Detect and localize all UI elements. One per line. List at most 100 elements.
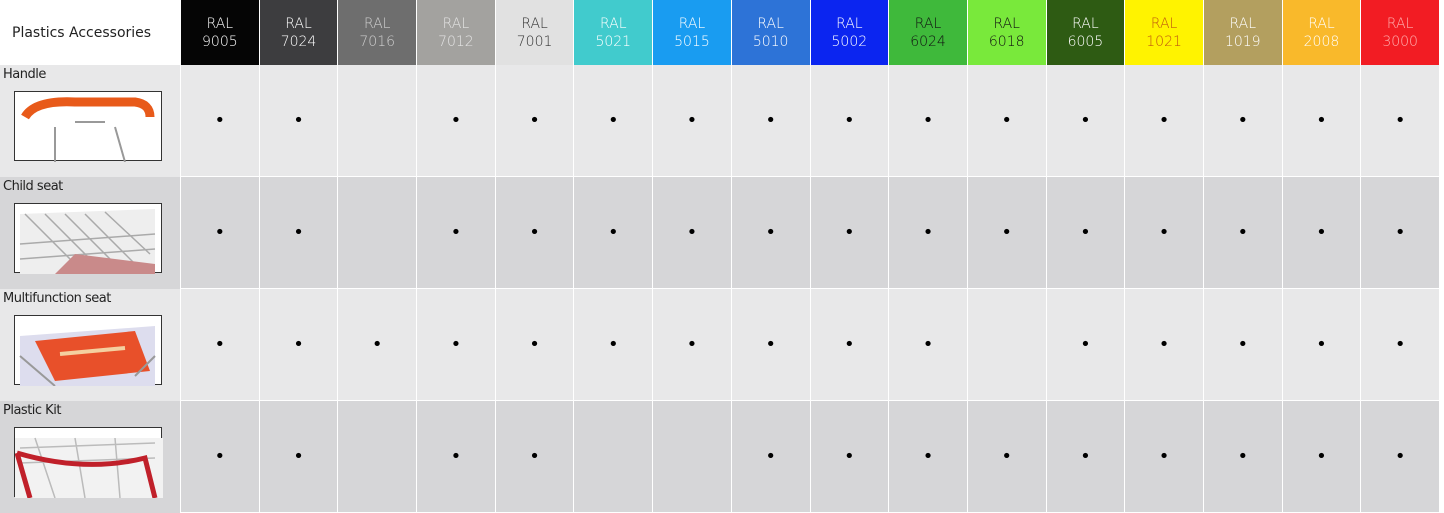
cell (338, 401, 417, 512)
ral-label: RAL (678, 15, 706, 32)
availability-dot: • (1237, 334, 1249, 355)
availability-dot: • (765, 222, 776, 243)
ral-code: 2008 (1303, 33, 1340, 50)
availability-dot: • (1394, 110, 1406, 131)
row-name: Child seat (3, 179, 63, 194)
product-photo (19, 209, 156, 274)
color-header: RAL 6024 (889, 0, 967, 65)
availability-dot: • (1001, 110, 1013, 131)
cell: • (1361, 65, 1439, 176)
ral-label: RAL (206, 15, 234, 32)
cell: • (181, 289, 259, 400)
ral-label: RAL (600, 15, 627, 32)
availability-dot: • (1237, 110, 1249, 131)
product-image (14, 315, 162, 387)
ral-code: 9005 (202, 33, 238, 50)
availability-dot: • (686, 222, 698, 243)
availability-dot: • (1394, 334, 1406, 355)
cell: • (731, 177, 810, 288)
cell (574, 401, 653, 512)
cell: • (181, 65, 259, 176)
availability-dot: • (450, 222, 462, 243)
availability-dot: • (765, 334, 776, 355)
cell: • (417, 177, 495, 288)
availability-dot: • (922, 110, 934, 131)
availability-dot: • (844, 110, 855, 131)
color-header: RAL 2008 (1282, 0, 1361, 65)
availability-dot: • (922, 446, 934, 467)
cell: • (1046, 177, 1125, 288)
cell: • (653, 177, 731, 288)
availability-dot: • (844, 446, 855, 467)
cell (653, 401, 731, 512)
cell: • (1282, 177, 1361, 288)
color-header: RAL 9005 (181, 0, 259, 65)
cell: • (259, 289, 338, 400)
availability-dot: • (1394, 446, 1406, 467)
ral-code: 5021 (595, 33, 632, 50)
ral-code: 6005 (1067, 33, 1104, 50)
cell (967, 289, 1046, 400)
availability-dot: • (607, 110, 619, 131)
cell: • (1361, 401, 1439, 512)
row-name: Multifunction seat (3, 291, 111, 306)
ral-label: RAL (914, 15, 942, 32)
color-header: RAL 5002 (810, 0, 889, 65)
cell: • (1282, 65, 1361, 176)
cell: • (495, 401, 574, 512)
cell: • (495, 65, 574, 176)
availability-dot: • (529, 334, 540, 355)
cell: • (731, 289, 810, 400)
availability-dot: • (293, 110, 304, 131)
cell: • (967, 401, 1046, 512)
availability-dot: • (371, 334, 383, 355)
cell: • (1125, 65, 1203, 176)
cell: • (731, 65, 810, 176)
cell: • (1203, 401, 1282, 512)
ral-label: RAL (757, 15, 784, 32)
cell: • (653, 289, 731, 400)
cell: • (1046, 65, 1125, 176)
row-name: Handle (3, 67, 46, 82)
availability-dot: • (922, 334, 934, 355)
ral-code: 1019 (1224, 33, 1261, 50)
availability-dot: • (450, 110, 462, 131)
ral-label: RAL (1150, 15, 1178, 32)
cell: • (417, 65, 495, 176)
cell: • (1046, 289, 1125, 400)
availability-dot: • (293, 446, 304, 467)
cell: • (181, 401, 259, 512)
ral-label: RAL (1308, 15, 1335, 32)
cell: • (731, 401, 810, 512)
availability-dot: • (529, 110, 540, 131)
ral-code: 6024 (910, 33, 946, 50)
color-header: RAL 5021 (574, 0, 653, 65)
cell: • (574, 65, 653, 176)
availability-dot: • (1237, 222, 1249, 243)
ral-label: RAL (363, 15, 391, 32)
availability-dot: • (1158, 222, 1170, 243)
ral-code: 6018 (988, 33, 1025, 50)
ral-code: 3000 (1382, 33, 1418, 50)
product-image (14, 203, 162, 274)
availability-dot: • (529, 222, 540, 243)
cell: • (574, 177, 653, 288)
color-header: RAL 7024 (259, 0, 338, 65)
availability-dot: • (1158, 334, 1170, 355)
availability-dot: • (293, 222, 304, 243)
color-header: RAL 5010 (731, 0, 810, 65)
availability-dot: • (450, 446, 462, 467)
cell: • (259, 177, 338, 288)
cell: • (259, 401, 338, 512)
corner-header: Plastics Accessories (0, 0, 181, 65)
availability-dot: • (1316, 446, 1327, 467)
availability-dot: • (1080, 334, 1091, 355)
cell: • (1282, 401, 1361, 512)
ral-code: 7001 (516, 33, 553, 50)
availability-dot: • (1158, 446, 1170, 467)
cell: • (338, 289, 417, 400)
ral-label: RAL (993, 15, 1020, 32)
ral-label: RAL (836, 15, 863, 32)
product-photo (19, 326, 156, 387)
